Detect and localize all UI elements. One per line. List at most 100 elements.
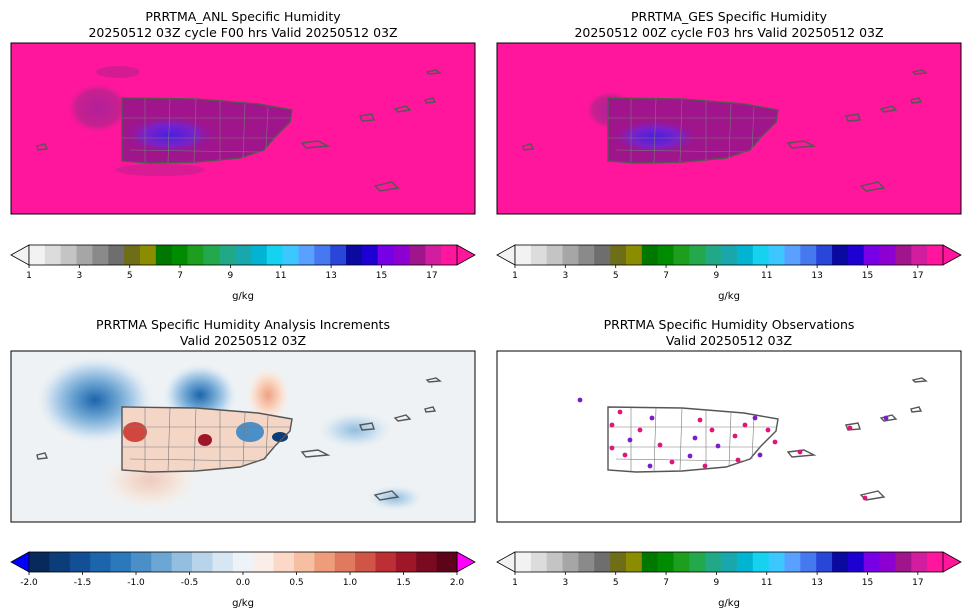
colorbar-ges-swatch — [736, 245, 754, 265]
colorbar-anl-swatch — [171, 245, 188, 265]
colorbar-increments-tick-label: 0.0 — [236, 578, 251, 588]
colorbar-increments-swatch — [334, 552, 356, 572]
colorbar-increments-swatch — [253, 552, 274, 572]
observation-marker — [657, 442, 663, 448]
colorbar-increments-swatch — [90, 552, 111, 572]
humidity-blob-west-anl — [66, 82, 130, 134]
colorbar-obs-tick-label: 3 — [562, 578, 568, 588]
colorbar-anl-swatch — [361, 245, 379, 265]
colorbar-anl-swatch — [314, 245, 331, 265]
observation-marker — [692, 435, 698, 441]
colorbar-ges-swatch — [657, 245, 674, 265]
colorbar-increments-swatch — [355, 552, 376, 572]
colorbar-increments-extend-low — [10, 551, 30, 573]
colorbar-obs-tick-label: 1 — [512, 578, 518, 588]
panel-title-inc: PRRTMA Specific Humidity Analysis Increm… — [96, 317, 390, 348]
municipal-borders-anl — [122, 98, 290, 164]
humidity-blob-north-anl — [96, 66, 140, 78]
colorbar-ges-swatch — [847, 245, 865, 265]
colorbar-anl-tick-label: 9 — [228, 271, 234, 281]
observation-marker — [757, 452, 763, 458]
colorbar-ges-swatch — [515, 245, 532, 265]
colorbar-obs-swatch — [784, 552, 801, 572]
colorbar-ges-swatch — [816, 245, 833, 265]
colorbar-ges-tick-label: 7 — [663, 271, 669, 281]
colorbar-anl-swatch — [76, 245, 93, 265]
colorbar-ges-swatch — [721, 245, 738, 265]
observation-marker — [697, 417, 703, 423]
panel-title-obs-line2: Valid 20250512 03Z — [666, 333, 792, 348]
colorbar-ges-outline — [514, 244, 944, 266]
panel-title-anl: PRRTMA_ANL Specific Humidity 20250512 03… — [88, 9, 397, 40]
colorbar-anl-swatch — [393, 245, 410, 265]
colorbar-increments-swatch — [69, 552, 91, 572]
observation-marker — [709, 427, 715, 433]
colorbar-obs-extend-low — [496, 551, 516, 573]
panel-title-ges-line1: PRRTMA_GES Specific Humidity — [631, 9, 828, 24]
colorbar-anl-extend-low — [10, 244, 30, 266]
map-panel-ges — [497, 43, 961, 214]
colorbar-increments-swatch — [375, 552, 397, 572]
colorbar-anl-swatch — [139, 245, 157, 265]
colorbar-ges-swatch — [911, 245, 928, 265]
map-panel-inc — [11, 351, 475, 522]
colorbar-increments-tick-label: 1.5 — [396, 578, 410, 588]
colorbar-ges-swatch — [625, 245, 643, 265]
colorbar-increments-swatch — [416, 552, 438, 572]
colorbar-obs-tick-label: 5 — [613, 578, 619, 588]
observation-marker — [847, 425, 853, 431]
colorbar-label-increments: g/kg — [232, 598, 254, 609]
increment-hotspot-east — [236, 422, 264, 442]
observation-marker — [742, 422, 748, 428]
increment-hotspot-west — [123, 422, 147, 442]
coastline-ges — [522, 69, 928, 192]
colorbar-anl-tick-label: 1 — [26, 271, 32, 281]
coastline-inc — [36, 377, 442, 501]
observation-marker — [609, 422, 615, 428]
colorbar-ges-swatch — [594, 245, 611, 265]
colorbar-obs-swatch — [911, 552, 928, 572]
observation-marker — [797, 449, 803, 455]
colorbar-obs: 1 3 5 7 9 11 13 15 17 — [496, 551, 962, 588]
colorbar-increments-tick-label: -1.0 — [127, 578, 145, 588]
colorbar-ges-swatch — [863, 245, 880, 265]
colorbar-ges-swatch — [530, 245, 548, 265]
colorbar-anl-swatch — [219, 245, 236, 265]
colorbar-ges-extend-high — [942, 244, 962, 266]
colorbar-increments: -2.0 -1.5 -1.0 -0.5 0.0 0.5 1.0 1.5 2.0 — [10, 551, 476, 588]
observation-marker — [715, 443, 721, 449]
colorbar-obs-tick-label: 11 — [761, 578, 772, 588]
observation-marker — [772, 439, 778, 445]
colorbar-obs-extend-high — [942, 551, 962, 573]
colorbar-ges-swatch — [895, 245, 912, 265]
colorbar-obs-tick-label: 15 — [862, 578, 873, 588]
colorbar-ges-swatch — [832, 245, 849, 265]
colorbar-anl-swatch — [425, 245, 442, 265]
colorbar-obs-swatch — [736, 552, 754, 572]
panel-title-obs-line1: PRRTMA Specific Humidity Observations — [604, 317, 855, 332]
colorbar-anl-outline — [28, 244, 458, 266]
colorbar-ges: 1 3 5 7 9 11 13 15 17 — [496, 244, 962, 281]
observation-marker — [637, 427, 643, 433]
colorbar-ges-swatch — [562, 245, 579, 265]
colorbar-increments-swatch — [273, 552, 295, 572]
observation-marker — [752, 415, 758, 421]
colorbar-obs-swatch — [625, 552, 643, 572]
colorbar-ges-swatch — [673, 245, 690, 265]
colorbar-obs-swatch — [721, 552, 738, 572]
colorbar-increments-tick-label: 0.5 — [289, 578, 303, 588]
colorbar-ges-swatch — [800, 245, 817, 265]
colorbar-ges-tick-label: 17 — [912, 271, 923, 281]
colorbar-anl-tick-label: 5 — [127, 271, 133, 281]
colorbar-anl-swatch — [250, 245, 268, 265]
colorbar-anl-swatch — [155, 245, 173, 265]
colorbar-ges-swatch — [578, 245, 595, 265]
frame-obs — [496, 350, 962, 523]
increment-hotspot-northeast — [272, 432, 288, 442]
colorbar-obs-swatch — [641, 552, 659, 572]
municipal-borders-inc — [122, 407, 290, 473]
observation-marker — [687, 453, 693, 459]
observation-marker — [627, 437, 633, 443]
colorbar-ges-swatch — [927, 245, 944, 265]
colorbar-anl-swatch — [187, 245, 204, 265]
